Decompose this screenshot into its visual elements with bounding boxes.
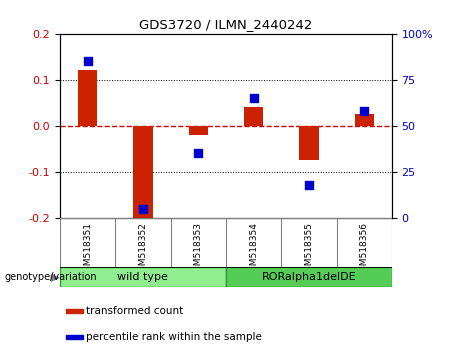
Text: GSM518351: GSM518351: [83, 222, 92, 277]
Text: RORalpha1delDE: RORalpha1delDE: [261, 272, 356, 282]
Bar: [66, 335, 83, 339]
Text: wild type: wild type: [118, 272, 168, 282]
Text: GSM518356: GSM518356: [360, 222, 369, 277]
Text: percentile rank within the sample: percentile rank within the sample: [86, 332, 262, 342]
Text: GSM518353: GSM518353: [194, 222, 203, 277]
Bar: [244, 107, 263, 126]
Text: GSM518352: GSM518352: [138, 222, 148, 276]
Point: [195, 150, 202, 156]
Point: [139, 206, 147, 211]
Bar: [133, 126, 153, 220]
Bar: [355, 114, 374, 126]
Bar: [226, 267, 392, 287]
Bar: [78, 70, 97, 126]
Text: GSM518355: GSM518355: [304, 222, 313, 277]
Text: transformed count: transformed count: [86, 306, 183, 316]
Point: [361, 108, 368, 114]
Bar: [66, 309, 83, 313]
Point: [305, 182, 313, 187]
Bar: [189, 126, 208, 135]
Text: GSM518354: GSM518354: [249, 222, 258, 276]
Bar: [299, 126, 319, 160]
Bar: [60, 267, 226, 287]
Text: genotype/variation: genotype/variation: [5, 272, 97, 282]
Point: [84, 58, 91, 64]
Title: GDS3720 / ILMN_2440242: GDS3720 / ILMN_2440242: [139, 18, 313, 31]
Point: [250, 95, 257, 101]
